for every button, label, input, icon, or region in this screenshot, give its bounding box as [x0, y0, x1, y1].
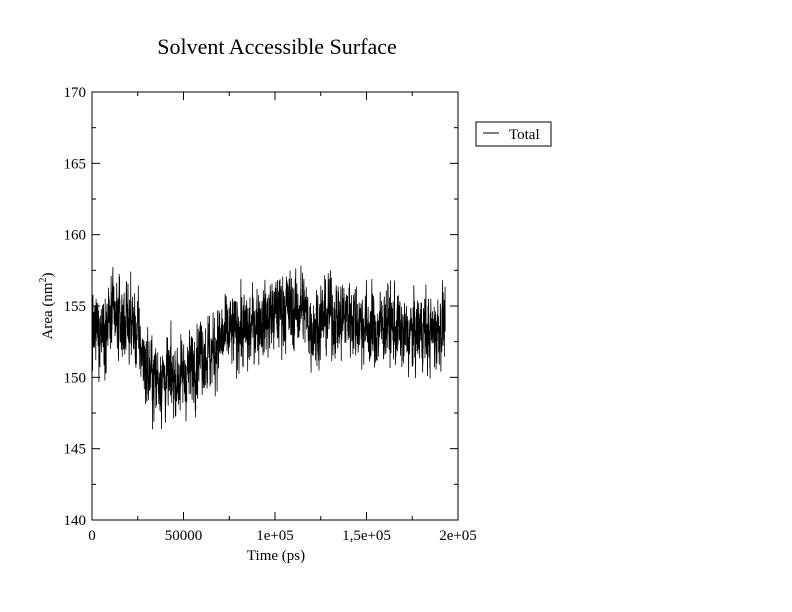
legend: Total	[475, 121, 552, 147]
x-tick-label-2: 1e+05	[256, 528, 294, 544]
x-tick-label-0: 0	[88, 528, 96, 544]
x-axis-label: Time (ps)	[247, 548, 305, 564]
y-tick-label-5: 165	[64, 156, 87, 172]
y-axis-label-main: Area (nm	[40, 282, 56, 339]
legend-box	[475, 121, 552, 147]
y-axis-label: Area (nm2)	[38, 272, 56, 339]
x-tick-label-1: 50000	[165, 528, 203, 544]
y-tick-label-4: 160	[64, 228, 87, 244]
chart-title: Solvent Accessible Surface	[157, 34, 397, 59]
y-tick-label-2: 150	[64, 370, 87, 386]
y-tick-label-1: 145	[64, 442, 87, 458]
ticks-layer: 0 50000 1e+05 1,5e+05 2e+05 140 145 150 155 160 16…	[64, 85, 477, 544]
x-tick-label-4: 2e+05	[439, 528, 477, 544]
legend-label-total: Total	[509, 127, 540, 143]
y-tick-label-0: 140	[64, 513, 87, 529]
y-axis-label-close: )	[40, 272, 56, 277]
y-tick-label-6: 170	[64, 85, 87, 101]
series-line-total	[91, 265, 446, 430]
series-layer	[91, 265, 446, 430]
x-tick-label-3: 1,5e+05	[342, 528, 391, 544]
plot-area: 0 50000 1e+05 1,5e+05 2e+05 140 145 150 155 160 16…	[64, 85, 477, 544]
y-tick-label-3: 155	[64, 299, 87, 315]
y-axis-label-sup: 2	[38, 277, 49, 282]
